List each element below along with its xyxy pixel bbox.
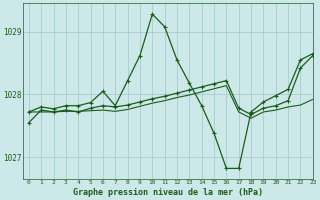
- X-axis label: Graphe pression niveau de la mer (hPa): Graphe pression niveau de la mer (hPa): [73, 188, 263, 197]
